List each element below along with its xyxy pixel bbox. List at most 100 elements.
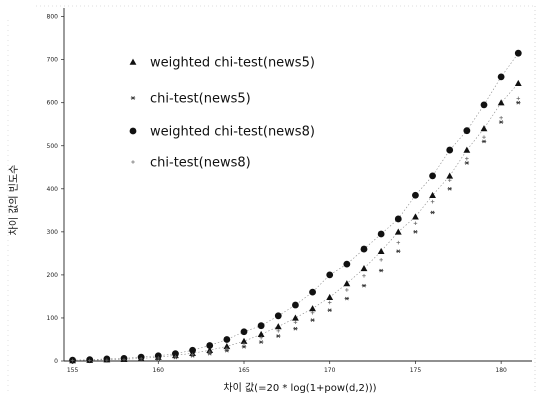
circle-point	[412, 191, 419, 199]
y-tick-label: 0	[54, 358, 58, 365]
trend-line	[72, 83, 519, 361]
circle-point	[360, 245, 368, 253]
star-point	[447, 186, 452, 191]
circle-point	[343, 260, 351, 268]
star-stroke	[362, 283, 366, 288]
y-tick-label: 700	[47, 57, 59, 64]
circle-point	[154, 352, 162, 360]
circle-point	[463, 127, 471, 135]
plus-point	[516, 96, 521, 101]
legend-entry: weighted chi-test(news8)	[150, 125, 315, 140]
y-tick-label: 300	[47, 229, 59, 236]
triangle-point	[497, 99, 505, 106]
plus-point	[259, 335, 263, 340]
star-stroke	[327, 308, 332, 313]
plus-point	[225, 346, 229, 351]
star-point	[396, 249, 401, 254]
star-point	[498, 120, 504, 124]
star-point	[413, 230, 418, 234]
y-tick-label: 500	[47, 143, 59, 150]
triangle-point	[223, 342, 231, 350]
plus-point	[242, 341, 246, 346]
x-tick-label: 170	[324, 367, 336, 374]
star-point	[516, 100, 521, 105]
plus-point	[396, 240, 401, 245]
trend-lines	[72, 53, 519, 361]
triangle-point	[463, 146, 471, 153]
circle-point	[377, 230, 385, 238]
plus-point	[156, 356, 161, 360]
y-tick-label: 800	[47, 14, 59, 21]
plus-point	[310, 310, 315, 315]
triangle-point	[326, 293, 334, 301]
plus-point	[447, 178, 452, 182]
star-stroke	[131, 96, 135, 100]
triangle-point	[206, 346, 214, 353]
plus-point	[327, 300, 332, 305]
circle-point	[274, 312, 282, 320]
triangle-point	[292, 314, 299, 321]
star-point	[293, 326, 298, 331]
x-tick-label: 180	[495, 367, 507, 374]
y-tick-label: 100	[47, 315, 59, 322]
star-stroke	[465, 161, 469, 165]
plus-point	[122, 357, 126, 362]
legend-marker	[129, 58, 137, 65]
circle-point	[172, 350, 179, 358]
star-stroke	[396, 249, 401, 254]
star-stroke	[310, 318, 315, 322]
star-stroke	[516, 100, 521, 105]
star-stroke	[276, 334, 281, 338]
star-point	[327, 308, 332, 313]
plus-point	[190, 352, 195, 357]
circle-point	[223, 336, 231, 343]
triangle-point	[240, 337, 248, 344]
circle-point	[189, 346, 196, 354]
triangle-point	[377, 247, 385, 254]
triangle-point	[360, 265, 368, 272]
x-tick-label: 175	[410, 367, 422, 374]
star-point	[241, 344, 247, 349]
triangle-point	[514, 79, 522, 87]
legend-marker	[129, 127, 137, 135]
star-point	[378, 268, 384, 273]
circle-point	[206, 342, 214, 349]
circle-point	[394, 215, 402, 223]
star-point	[258, 340, 264, 344]
y-tick-label: 600	[47, 100, 59, 107]
plus-point	[105, 358, 109, 362]
star-point	[310, 318, 315, 322]
star-point	[481, 139, 487, 144]
y-tick-label: 200	[47, 272, 59, 279]
triangle-point	[257, 330, 265, 338]
plus-point	[139, 357, 143, 361]
data-points	[69, 49, 522, 364]
triangle-point	[394, 228, 402, 235]
x-tick-label: 165	[238, 367, 250, 374]
plus-point	[379, 258, 383, 262]
legend-entry: weighted chi-test(news5)	[150, 56, 315, 71]
triangle-point	[343, 280, 351, 287]
star-stroke	[225, 348, 229, 353]
star-point	[276, 334, 281, 338]
trend-line	[72, 53, 519, 361]
triangle-point	[412, 213, 419, 220]
triangle-point	[274, 323, 282, 330]
star-stroke	[259, 340, 263, 344]
star-stroke	[430, 210, 435, 215]
plus-point	[430, 199, 435, 204]
star-stroke	[413, 230, 418, 234]
star-stroke	[499, 120, 503, 124]
circle-point	[480, 101, 488, 109]
x-tick-label: 160	[153, 367, 165, 374]
plus-point	[173, 354, 178, 359]
circle-point	[309, 288, 316, 296]
star-stroke	[447, 186, 452, 191]
legend-marker	[131, 160, 135, 164]
y-tick-label: 400	[47, 186, 59, 193]
circle-point	[240, 328, 248, 336]
triangle-point	[309, 305, 316, 312]
circle-point	[497, 73, 505, 81]
plus-point	[207, 350, 212, 354]
